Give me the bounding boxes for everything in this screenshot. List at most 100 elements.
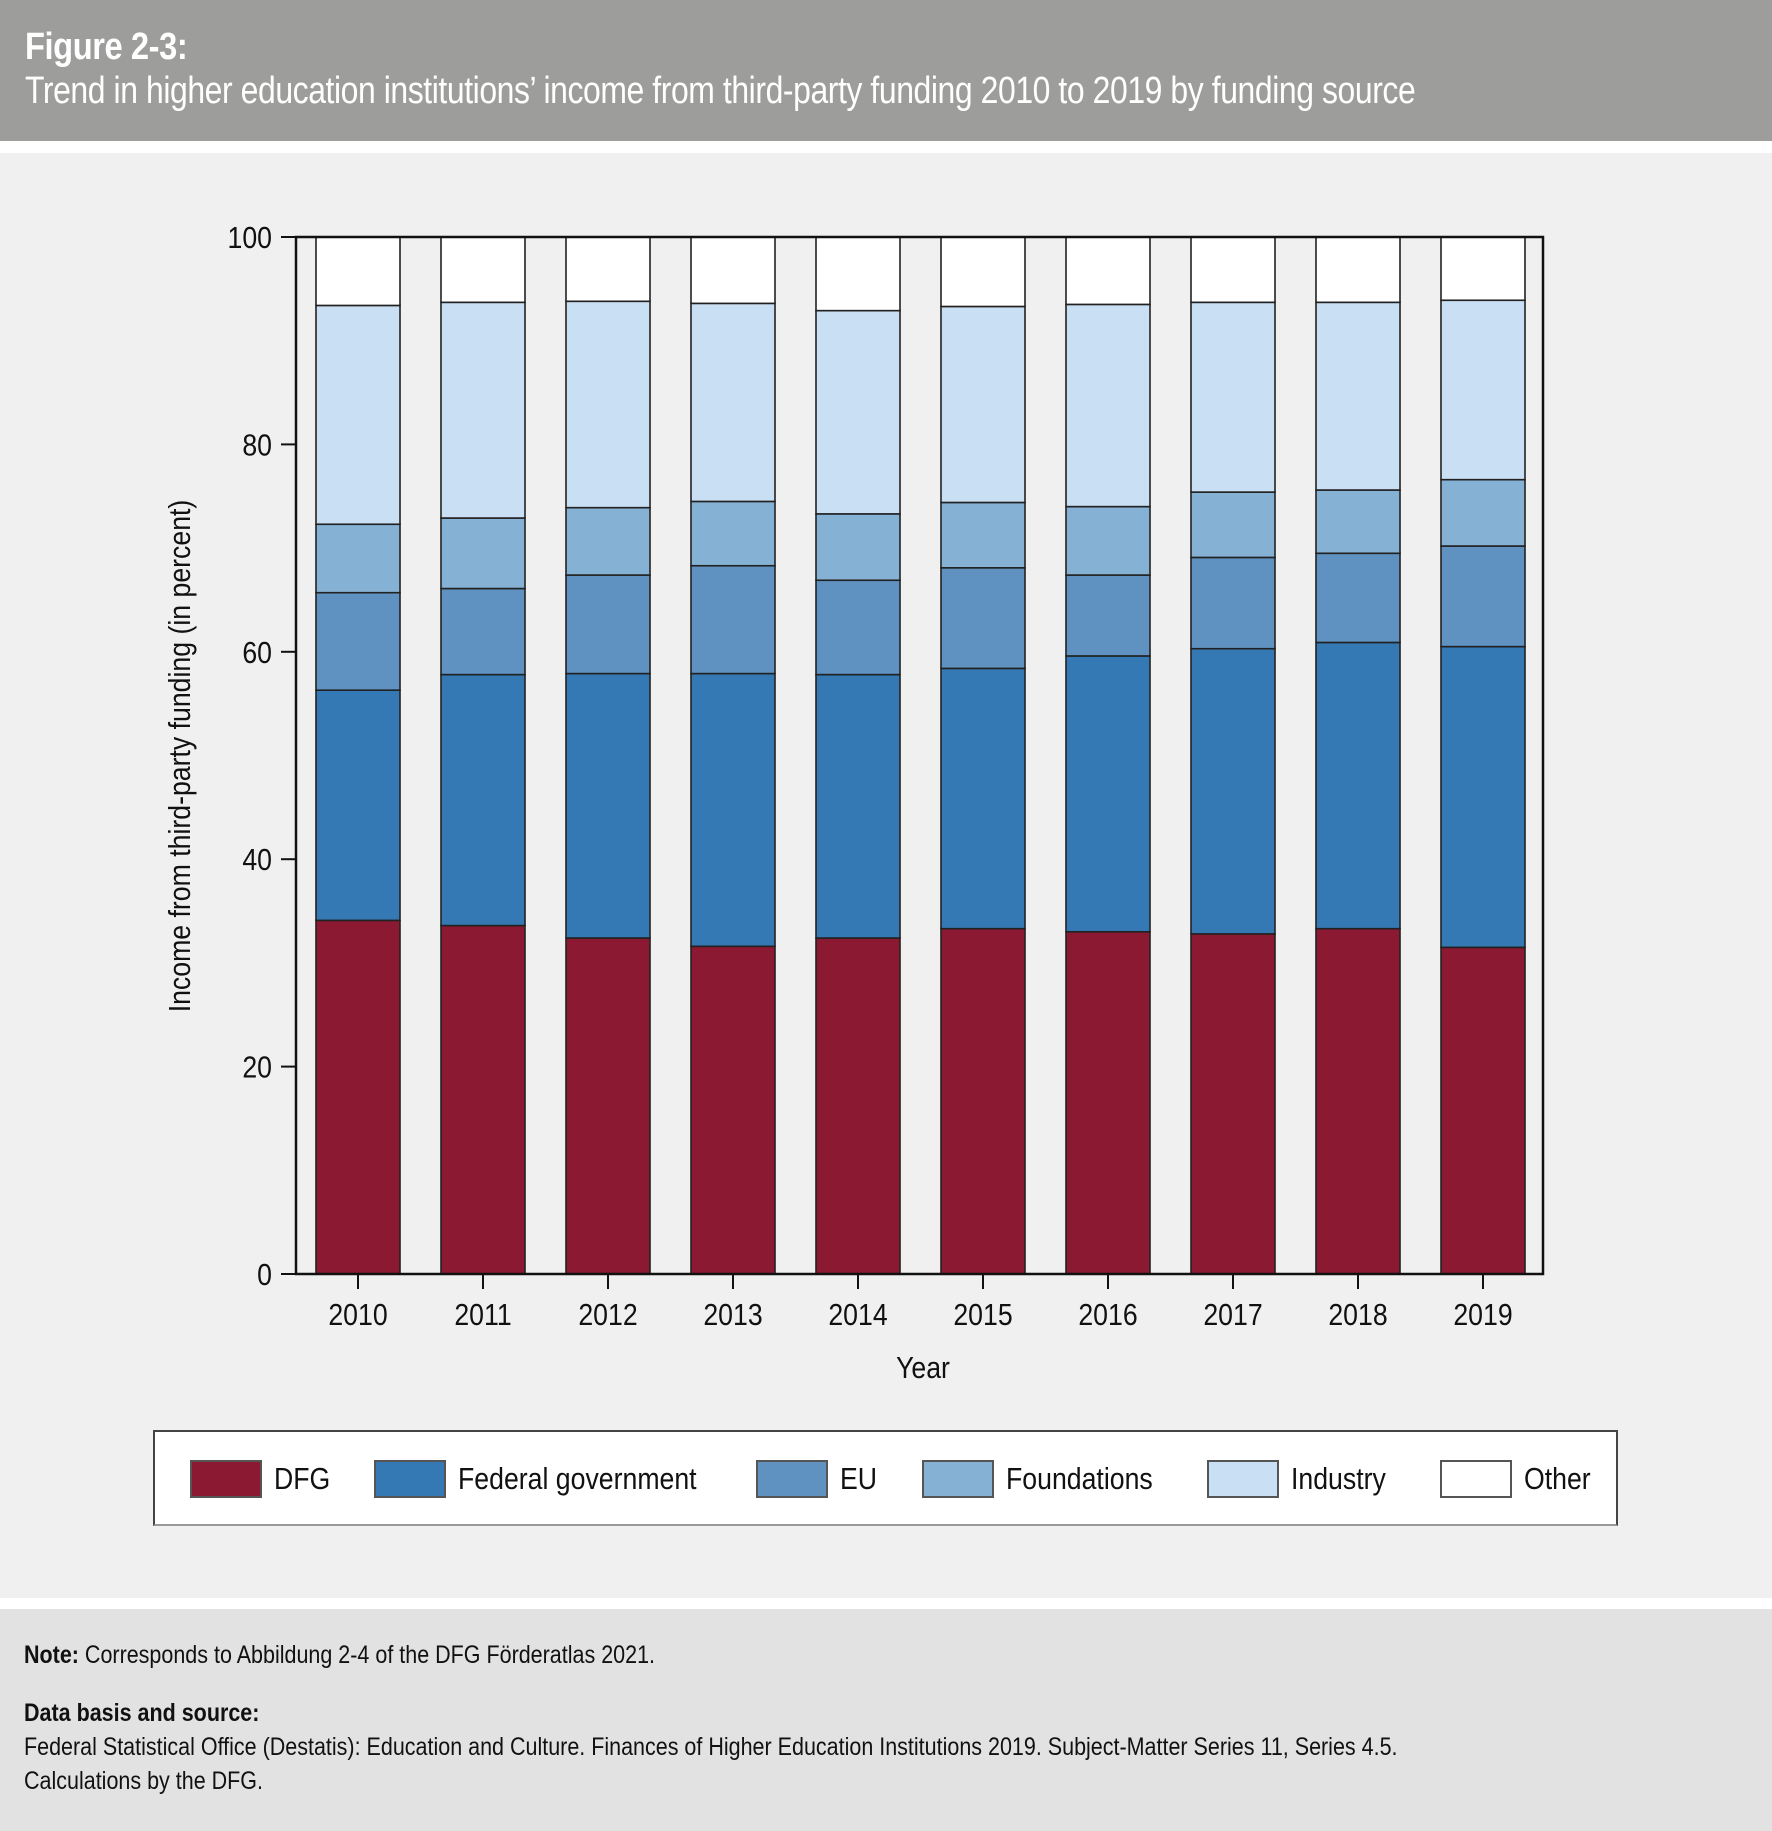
bar-segment-federal-government-2018 <box>1315 641 1401 930</box>
bar-segment-industry-2012 <box>565 300 651 509</box>
bar-segment-foundations-2011 <box>440 517 526 590</box>
bar-segment-industry-2014 <box>815 309 901 515</box>
source-line-1: Federal Statistical Office (Destatis): E… <box>24 1733 1398 1761</box>
bar-segment-federal-government-2017 <box>1190 647 1276 935</box>
bar-segment-foundations-2015 <box>940 501 1026 569</box>
figure-title: Trend in higher education institutions’ … <box>25 70 1416 112</box>
bar-segment-federal-government-2019 <box>1440 645 1526 949</box>
x-tick-label: 2016 <box>1078 1298 1137 1332</box>
x-tick-label: 2014 <box>828 1298 887 1332</box>
bar-segment-federal-government-2016 <box>1065 655 1151 933</box>
bar-segment-dfg-2018 <box>1315 927 1401 1275</box>
bar-segment-dfg-2015 <box>940 927 1026 1275</box>
x-tick-label: 2011 <box>454 1298 511 1332</box>
source-label: Data basis and source: <box>24 1699 260 1727</box>
bar-segment-foundations-2019 <box>1440 478 1526 547</box>
y-tick-label: 40 <box>242 843 272 877</box>
y-tick-label: 80 <box>242 429 272 463</box>
bar-segment-foundations-2018 <box>1315 489 1401 555</box>
bar-segment-eu-2013 <box>690 564 776 675</box>
bar-segment-dfg-2014 <box>815 937 901 1275</box>
legend-item-industry: Industry <box>1207 1460 1401 1498</box>
legend-swatch-eu <box>756 1460 828 1498</box>
note-label: Note: <box>24 1641 79 1669</box>
bar-segment-industry-2017 <box>1190 301 1276 493</box>
bar-segment-dfg-2016 <box>1065 930 1151 1275</box>
y-tick-label: 100 <box>228 221 272 255</box>
stacked-bar-chart: 2010 2011 2012 2013 2014 2015 2016 2017 2018 2019… <box>163 221 1545 1386</box>
legend-swatch-foundations <box>922 1460 994 1498</box>
bar-segment-foundations-2016 <box>1065 505 1151 576</box>
y-tick-label: 20 <box>242 1051 272 1085</box>
figure-label: Figure 2-3: <box>25 26 188 68</box>
legend-swatch-industry <box>1207 1460 1279 1498</box>
bar-segment-industry-2019 <box>1440 299 1526 481</box>
bar-segment-federal-government-2014 <box>815 673 901 939</box>
figure-footer: Note: Corresponds to Abbildung 2-4 of th… <box>0 1609 1772 1831</box>
legend-label: EU <box>840 1461 878 1496</box>
bar-segment-other-2015 <box>940 236 1026 308</box>
legend: DFG Federal government EU Foundations In… <box>153 1430 1618 1526</box>
bar-segment-industry-2010 <box>315 304 401 526</box>
bar-segment-eu-2018 <box>1315 552 1401 644</box>
bar-segment-other-2011 <box>440 236 526 304</box>
figure-header: Figure 2-3: Trend in higher education in… <box>0 0 1772 141</box>
bar-segment-dfg-2011 <box>440 924 526 1275</box>
legend-item-other: Other <box>1440 1460 1602 1498</box>
bar-segment-industry-2013 <box>690 302 776 503</box>
legend-item-federal-government: Federal government <box>374 1460 735 1498</box>
bar-segment-federal-government-2010 <box>315 689 401 922</box>
bar-segment-eu-2019 <box>1440 545 1526 648</box>
bar-segment-foundations-2017 <box>1190 491 1276 559</box>
bar-segment-other-2013 <box>690 236 776 305</box>
bar-segment-federal-government-2012 <box>565 672 651 939</box>
bar-segment-other-2012 <box>565 236 651 303</box>
y-tick-label: 60 <box>242 636 272 670</box>
bar-segment-foundations-2012 <box>565 506 651 576</box>
x-axis-title: Year <box>896 1351 950 1385</box>
bar-segment-other-2018 <box>1315 236 1401 304</box>
legend-item-foundations: Foundations <box>922 1460 1177 1498</box>
bar-segment-dfg-2013 <box>690 945 776 1275</box>
bar-segment-eu-2015 <box>940 567 1026 670</box>
bar-segment-dfg-2019 <box>1440 946 1526 1275</box>
bar-segment-eu-2010 <box>315 591 401 691</box>
bar-segment-eu-2014 <box>815 579 901 676</box>
bar-segment-eu-2011 <box>440 587 526 676</box>
bar-segment-eu-2016 <box>1065 574 1151 657</box>
y-tick-label: 0 <box>257 1258 272 1292</box>
legend-swatch-federal-government <box>374 1460 446 1498</box>
bar-segment-other-2010 <box>315 236 401 307</box>
note-line: Note: Corresponds to Abbildung 2-4 of th… <box>24 1641 655 1670</box>
legend-label: Other <box>1524 1461 1591 1496</box>
x-tick-label: 2010 <box>328 1298 387 1332</box>
bar-segment-other-2019 <box>1440 236 1526 302</box>
bar-segment-dfg-2012 <box>565 937 651 1275</box>
bar-segment-other-2017 <box>1190 236 1276 304</box>
legend-label: DFG <box>274 1461 331 1496</box>
plot-frame <box>294 235 1545 1276</box>
bar-segment-eu-2012 <box>565 574 651 675</box>
bar-segment-eu-2017 <box>1190 556 1276 650</box>
x-tick-label: 2013 <box>703 1298 762 1332</box>
legend-label: Foundations <box>1006 1461 1153 1496</box>
bar-segment-industry-2015 <box>940 305 1026 504</box>
legend-label: Federal government <box>458 1461 697 1496</box>
bar-segment-foundations-2014 <box>815 513 901 582</box>
bar-segment-federal-government-2015 <box>940 667 1026 930</box>
bar-segment-federal-government-2011 <box>440 673 526 927</box>
x-tick-label: 2012 <box>578 1298 637 1332</box>
legend-swatch-dfg <box>190 1460 262 1498</box>
bar-segment-industry-2016 <box>1065 303 1151 508</box>
bar-segment-other-2014 <box>815 236 901 312</box>
x-tick-label: 2017 <box>1203 1298 1262 1332</box>
x-tick-label: 2018 <box>1328 1298 1387 1332</box>
bar-segment-industry-2011 <box>440 301 526 519</box>
source-line-2: Calculations by the DFG. <box>24 1767 263 1795</box>
legend-item-dfg: DFG <box>190 1460 339 1498</box>
bar-segment-industry-2018 <box>1315 301 1401 491</box>
bar-segment-foundations-2013 <box>690 500 776 567</box>
y-axis-title: Income from third-party funding (in perc… <box>163 500 197 1013</box>
bar-segment-foundations-2010 <box>315 523 401 594</box>
legend-item-eu: EU <box>756 1460 883 1498</box>
